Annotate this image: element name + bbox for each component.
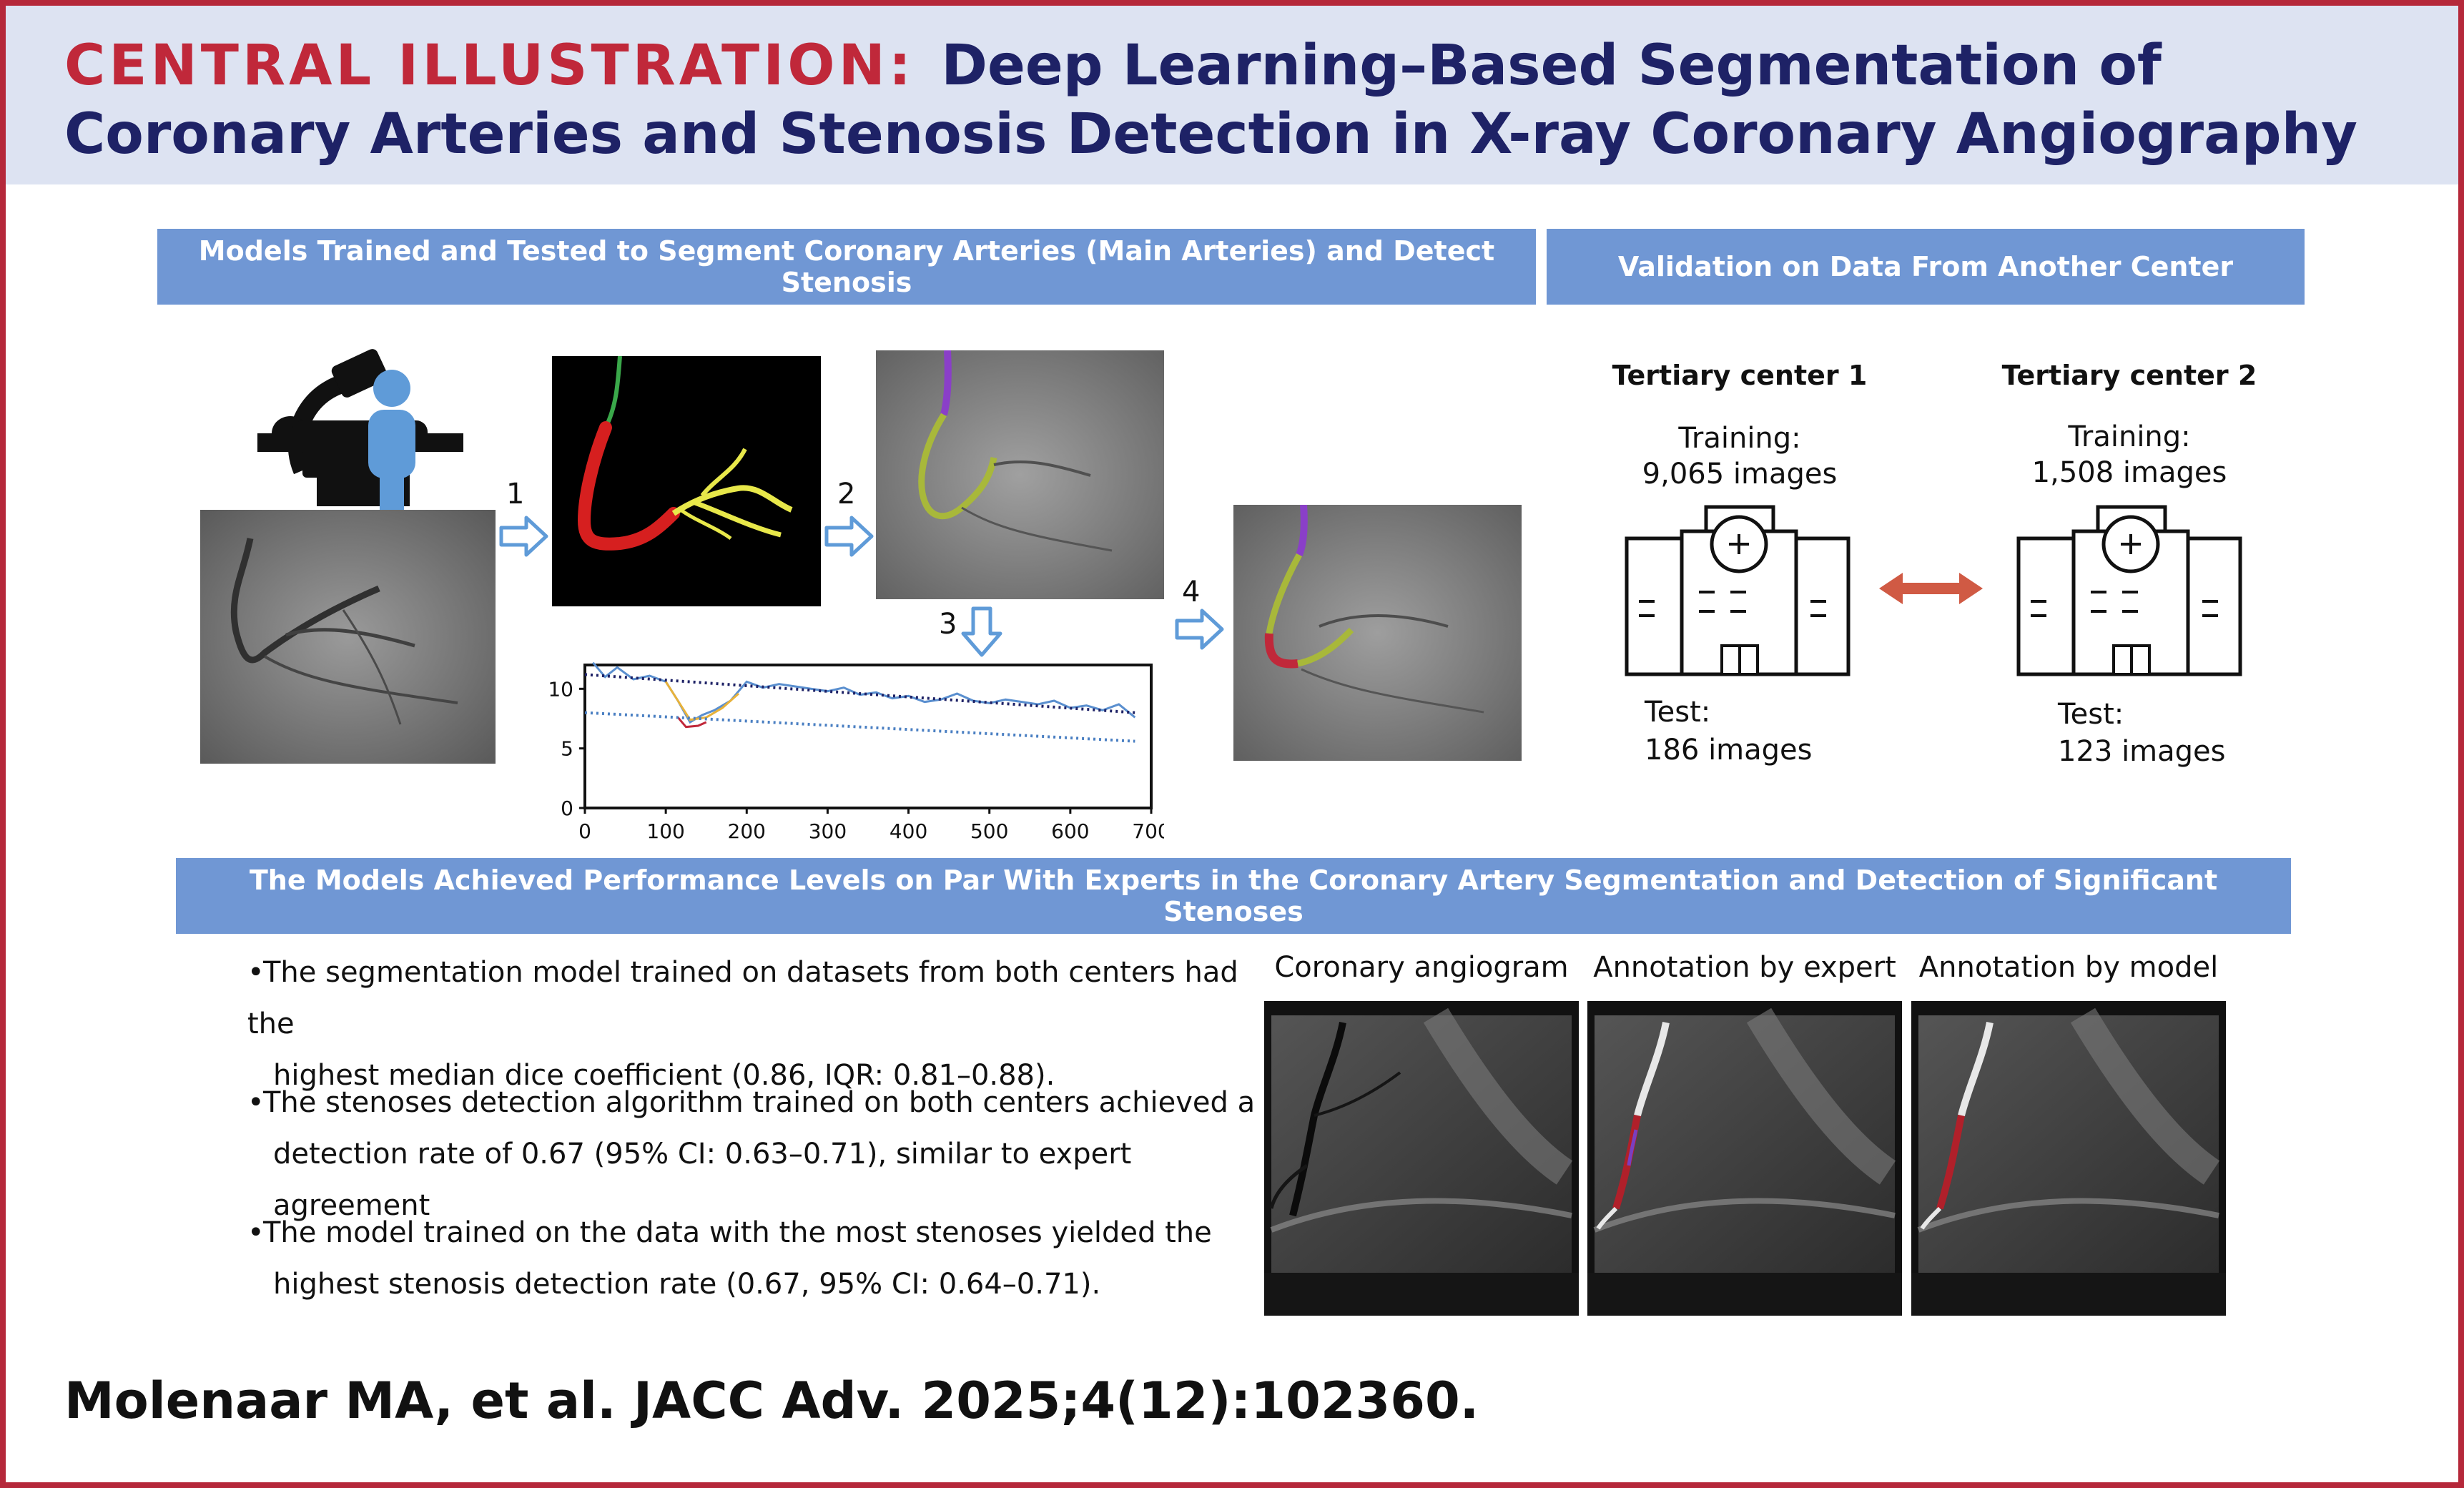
center-1-name: Tertiary center 1	[1612, 360, 1868, 391]
result-bullet-1-line-1: The segmentation model trained on datase…	[247, 956, 1238, 1040]
result-bullet-1-line-2: highest median dice coefficient (0.86, I…	[273, 1059, 1055, 1092]
section-title-validation: Validation on Data From Another Center	[1547, 229, 2305, 305]
stenosis-result-image	[1233, 505, 1522, 761]
center-1-test-label: Test:	[1645, 696, 1711, 729]
center-2-training-label: Training:	[2068, 420, 2191, 453]
chart-series-line-3	[676, 716, 707, 729]
x-tick-label: 0	[578, 819, 591, 842]
x-tick-label: 700	[1132, 819, 1164, 842]
center-2-name: Tertiary center 2	[2001, 360, 2257, 391]
overlay-angiogram-image	[876, 350, 1164, 599]
center-2-test-label: Test:	[2058, 698, 2124, 731]
header-band: CENTRAL ILLUSTRATION: Deep Learning–Base…	[6, 6, 2458, 184]
person-icon	[368, 370, 415, 510]
caption-model-annotation: Annotation by model	[1918, 951, 2219, 984]
step-3-arrow-icon	[961, 606, 1002, 657]
result-bullet-2-line-2: detection rate of 0.67 (95% CI: 0.63–0.7…	[273, 1138, 1132, 1222]
x-tick-label: 300	[809, 819, 847, 842]
section-title-results: The Models Achieved Performance Levels o…	[176, 858, 2291, 934]
chart-plot-area	[583, 664, 1153, 809]
result-bullet-3-line-2: highest stenosis detection rate (0.67, 9…	[273, 1268, 1101, 1301]
caption-expert-annotation: Annotation by expert	[1593, 951, 1896, 984]
model-annotation-image	[1911, 1001, 2226, 1316]
center-2-test-count: 123 images	[2058, 735, 2226, 768]
result-bullet-3: •The model trained on the data with the …	[247, 1207, 1277, 1310]
segmentation-mask-image	[552, 356, 821, 606]
step-2-label: 2	[837, 478, 856, 511]
chart-series-line-5	[584, 711, 1135, 743]
chart-series-line-2	[664, 681, 739, 721]
expert-annotation-image	[1587, 1001, 1902, 1316]
chart-series-line-4	[584, 673, 1135, 714]
title-lead: CENTRAL ILLUSTRATION:	[64, 34, 915, 98]
result-bullet-2: •The stenoses detection algorithm traine…	[247, 1077, 1277, 1231]
coronary-angiogram-image	[1264, 1001, 1579, 1316]
caption-coronary-angiogram: Coronary angiogram	[1274, 951, 1569, 984]
x-tick-label: 400	[889, 819, 927, 842]
illustration-title: CENTRAL ILLUSTRATION: Deep Learning–Base…	[64, 31, 2424, 169]
x-tick-label: 500	[970, 819, 1008, 842]
step-1-label: 1	[506, 478, 525, 511]
diameter-profile-chart: 0 100 200 300 400 500 600 700 0 5 10	[548, 661, 1164, 842]
y-tick-label: 10	[548, 677, 573, 701]
x-tick-label: 600	[1051, 819, 1089, 842]
result-bullet-2-line-1: The stenoses detection algorithm trained…	[263, 1086, 1256, 1119]
bidirectional-arrow-icon	[1879, 573, 1983, 604]
step-3-label: 3	[939, 608, 957, 641]
result-bullet-1: •The segmentation model trained on datas…	[247, 947, 1277, 1101]
hospital-icon-center-1	[1625, 505, 1851, 676]
result-bullet-3-line-1: The model trained on the data with the m…	[263, 1216, 1212, 1249]
center-1-training-label: Training:	[1678, 422, 1801, 455]
step-2-arrow-icon	[824, 516, 874, 557]
section-title-training: Models Trained and Tested to Segment Cor…	[157, 229, 1536, 305]
center-1-test-count: 186 images	[1645, 734, 1813, 767]
x-tick-label: 100	[646, 819, 684, 842]
hospital-icon-center-2	[2016, 505, 2242, 676]
step-1-arrow-icon	[499, 516, 548, 557]
y-tick-label: 5	[561, 737, 573, 761]
center-1-training-count: 9,065 images	[1642, 458, 1838, 491]
raw-angiogram-image	[200, 510, 496, 764]
center-2-training-count: 1,508 images	[2031, 456, 2227, 489]
step-4-label: 4	[1182, 576, 1201, 608]
citation: Molenaar MA, et al. JACC Adv. 2025;4(12)…	[64, 1371, 1479, 1430]
step-4-arrow-icon	[1175, 608, 1224, 650]
title-text: Deep Learning–Based Segmentation of Coro…	[64, 34, 2357, 167]
y-tick-label: 0	[561, 797, 573, 820]
x-tick-label: 200	[728, 819, 766, 842]
